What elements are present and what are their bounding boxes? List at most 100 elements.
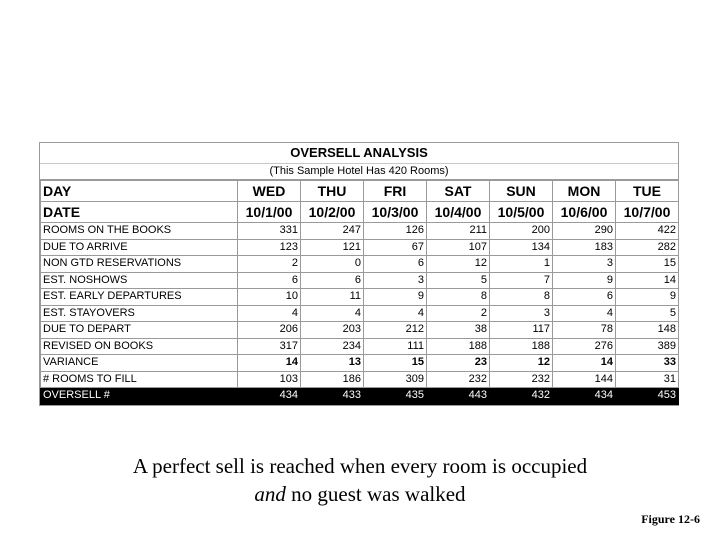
row-value: 31 bbox=[615, 370, 679, 388]
figure-label: Figure 12-6 bbox=[641, 512, 700, 526]
row-value: 6 bbox=[300, 271, 364, 289]
row-value: 389 bbox=[615, 337, 679, 355]
row-value: 38 bbox=[426, 321, 490, 339]
row-value: 6 bbox=[552, 288, 616, 306]
row-value: 15 bbox=[363, 354, 427, 372]
row-value: 67 bbox=[363, 238, 427, 256]
row-value: 78 bbox=[552, 321, 616, 339]
row-label: DUE TO DEPART bbox=[40, 321, 238, 339]
row-value: 232 bbox=[426, 370, 490, 388]
row-value: 8 bbox=[489, 288, 553, 306]
table-row: DUE TO DEPART 206 203 212 38 117 78 148 bbox=[40, 321, 679, 339]
row-value: 23 bbox=[426, 354, 490, 372]
row-value: 6 bbox=[237, 271, 301, 289]
row-value: 144 bbox=[552, 370, 616, 388]
table-row: NON GTD RESERVATIONS 2 0 6 12 1 3 15 bbox=[40, 255, 679, 273]
row-label: OVERSELL # bbox=[40, 387, 238, 405]
row-value: 10 bbox=[237, 288, 301, 306]
date-header: DATE bbox=[40, 201, 238, 223]
row-label: DUE TO ARRIVE bbox=[40, 238, 238, 256]
day-cell: SUN bbox=[489, 180, 553, 202]
row-label: EST. EARLY DEPARTURES bbox=[40, 288, 238, 306]
row-label: EST. NOSHOWS bbox=[40, 271, 238, 289]
row-label: NON GTD RESERVATIONS bbox=[40, 255, 238, 273]
row-value: 290 bbox=[552, 222, 616, 240]
row-value: 186 bbox=[300, 370, 364, 388]
row-value: 433 bbox=[300, 387, 364, 405]
row-label: # ROOMS TO FILL bbox=[40, 370, 238, 388]
row-value: 212 bbox=[363, 321, 427, 339]
row-value: 14 bbox=[237, 354, 301, 372]
row-value: 103 bbox=[237, 370, 301, 388]
row-value: 3 bbox=[363, 271, 427, 289]
row-value: 126 bbox=[363, 222, 427, 240]
row-value: 14 bbox=[552, 354, 616, 372]
row-value: 232 bbox=[489, 370, 553, 388]
row-value: 276 bbox=[552, 337, 616, 355]
date-cell: 10/7/00 bbox=[615, 201, 679, 223]
row-value: 9 bbox=[552, 271, 616, 289]
row-value: 247 bbox=[300, 222, 364, 240]
row-value: 203 bbox=[300, 321, 364, 339]
row-value: 434 bbox=[237, 387, 301, 405]
row-value: 234 bbox=[300, 337, 364, 355]
table-title: OVERSELL ANALYSIS bbox=[40, 143, 678, 164]
row-value: 117 bbox=[489, 321, 553, 339]
row-value: 107 bbox=[426, 238, 490, 256]
row-value: 5 bbox=[615, 304, 679, 322]
row-value: 148 bbox=[615, 321, 679, 339]
day-header: DAY bbox=[40, 180, 238, 202]
row-value: 3 bbox=[489, 304, 553, 322]
table-row: EST. STAYOVERS 4 4 4 2 3 4 5 bbox=[40, 304, 679, 322]
caption-emphasis: and bbox=[254, 482, 286, 506]
row-value: 188 bbox=[426, 337, 490, 355]
day-cell: FRI bbox=[363, 180, 427, 202]
row-value: 5 bbox=[426, 271, 490, 289]
table-row: OVERSELL #434 433 435 443 432 434 453 bbox=[40, 387, 679, 405]
row-value: 15 bbox=[615, 255, 679, 273]
row-value: 4 bbox=[300, 304, 364, 322]
row-value: 200 bbox=[489, 222, 553, 240]
row-value: 2 bbox=[426, 304, 490, 322]
table-row: DUE TO ARRIVE 123 121 67 107 134 183 282 bbox=[40, 238, 679, 256]
row-value: 188 bbox=[489, 337, 553, 355]
slide-caption: A perfect sell is reached when every roo… bbox=[0, 452, 720, 508]
row-value: 9 bbox=[615, 288, 679, 306]
oversell-table: OVERSELL ANALYSIS (This Sample Hotel Has… bbox=[39, 142, 679, 406]
row-value: 4 bbox=[363, 304, 427, 322]
row-value: 4 bbox=[237, 304, 301, 322]
table-row: REVISED ON BOOKS 317 234 111 188 188 276 389 bbox=[40, 337, 679, 355]
date-cell: 10/5/00 bbox=[489, 201, 553, 223]
table-row: VARIANCE 14 13 15 23 12 14 33 bbox=[40, 354, 679, 372]
date-header-row: DATE 10/1/00 10/2/00 10/3/00 10/4/00 10/… bbox=[40, 201, 679, 223]
row-value: 13 bbox=[300, 354, 364, 372]
row-value: 434 bbox=[552, 387, 616, 405]
row-value: 111 bbox=[363, 337, 427, 355]
row-value: 435 bbox=[363, 387, 427, 405]
caption-line-2: and no guest was walked bbox=[0, 480, 720, 508]
row-value: 282 bbox=[615, 238, 679, 256]
date-cell: 10/3/00 bbox=[363, 201, 427, 223]
row-value: 206 bbox=[237, 321, 301, 339]
row-value: 11 bbox=[300, 288, 364, 306]
row-label: ROOMS ON THE BOOKS bbox=[40, 222, 238, 240]
row-value: 309 bbox=[363, 370, 427, 388]
table-row: ROOMS ON THE BOOKS 331 247 126 211 200 290 422 bbox=[40, 222, 679, 240]
oversell-grid: DAY WED THU FRI SAT SUN MON TUE DATE 10/… bbox=[40, 180, 679, 405]
row-value: 0 bbox=[300, 255, 364, 273]
row-value: 317 bbox=[237, 337, 301, 355]
table-row: EST. EARLY DEPARTURES 10 11 9 8 8 6 9 bbox=[40, 288, 679, 306]
day-cell: THU bbox=[300, 180, 364, 202]
day-cell: WED bbox=[237, 180, 301, 202]
day-cell: SAT bbox=[426, 180, 490, 202]
row-value: 211 bbox=[426, 222, 490, 240]
row-value: 8 bbox=[426, 288, 490, 306]
caption-line-1: A perfect sell is reached when every roo… bbox=[132, 454, 588, 478]
row-value: 134 bbox=[489, 238, 553, 256]
row-value: 331 bbox=[237, 222, 301, 240]
row-label: VARIANCE bbox=[40, 354, 238, 372]
row-value: 33 bbox=[615, 354, 679, 372]
table-subtitle: (This Sample Hotel Has 420 Rooms) bbox=[40, 164, 678, 180]
row-value: 183 bbox=[552, 238, 616, 256]
row-value: 7 bbox=[489, 271, 553, 289]
